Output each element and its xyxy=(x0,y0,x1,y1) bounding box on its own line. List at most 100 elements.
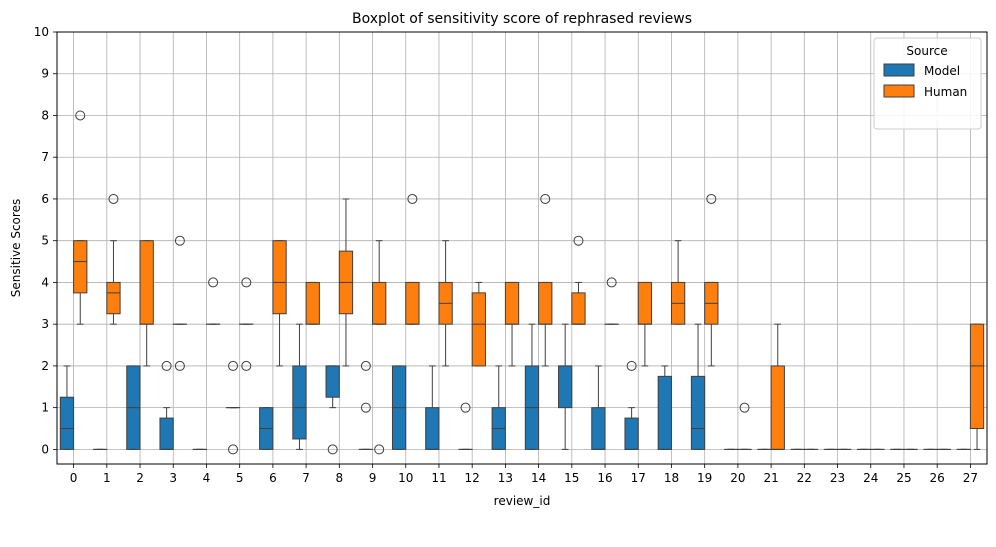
box-body xyxy=(504,281,520,325)
outlier-point xyxy=(208,277,219,288)
box-body xyxy=(471,292,486,367)
box-model-0 xyxy=(59,365,75,450)
box-body xyxy=(305,281,320,325)
box-body xyxy=(538,281,553,325)
box-human-27 xyxy=(969,323,985,450)
box-human-11 xyxy=(438,240,453,367)
x-tick-label: 10 xyxy=(398,471,413,485)
box-human-21 xyxy=(770,323,785,450)
outlier-point xyxy=(75,110,86,121)
y-tick-label: 3 xyxy=(41,317,49,331)
x-tick-label: 7 xyxy=(302,471,310,485)
x-tick-label: 17 xyxy=(631,471,646,485)
y-tick-label: 6 xyxy=(41,192,49,206)
box-body xyxy=(690,375,706,450)
y-tick-label: 10 xyxy=(34,25,49,39)
box-human-12 xyxy=(471,281,486,367)
y-tick-label: 8 xyxy=(41,108,49,122)
box-model-12 xyxy=(458,402,473,450)
legend-label-human: Human xyxy=(924,85,967,99)
x-tick-label: 1 xyxy=(103,471,111,485)
outlier-point xyxy=(374,444,385,455)
box-body xyxy=(637,281,653,325)
x-axis-label: review_id xyxy=(494,494,551,508)
box-human-1 xyxy=(106,193,121,325)
box-human-17 xyxy=(637,281,653,367)
box-human-7 xyxy=(305,281,320,325)
x-tick-label: 25 xyxy=(896,471,911,485)
box-human-14 xyxy=(538,193,553,367)
box-body xyxy=(272,240,287,315)
box-body xyxy=(372,281,387,325)
box-model-19 xyxy=(690,323,706,450)
box-body xyxy=(292,365,307,440)
box-human-0 xyxy=(73,110,88,325)
box-model-11 xyxy=(425,365,440,450)
x-tick-label: 27 xyxy=(963,471,978,485)
box-model-9 xyxy=(358,360,374,450)
box-human-16 xyxy=(604,277,619,325)
y-tick-label: 1 xyxy=(41,401,49,415)
outlier-point xyxy=(739,402,750,413)
x-tick-label: 11 xyxy=(431,471,446,485)
box-model-5 xyxy=(225,360,241,455)
outlier-point xyxy=(228,444,239,455)
x-tick-label: 18 xyxy=(664,471,679,485)
box-model-17 xyxy=(624,360,639,450)
grid-lines xyxy=(57,31,987,464)
box-human-19 xyxy=(704,193,719,367)
chart-title: Boxplot of sensitivity score of rephrase… xyxy=(352,11,692,27)
box-body xyxy=(139,240,154,325)
x-tick-label: 2 xyxy=(136,471,144,485)
box-body xyxy=(969,323,985,430)
y-axis: 0 1 2 3 4 5 6 7 8 9 10 xyxy=(34,25,57,456)
box-model-14 xyxy=(524,323,540,450)
x-tick-label: 23 xyxy=(830,471,845,485)
x-tick-label: 26 xyxy=(930,471,945,485)
box-model-3 xyxy=(159,360,174,450)
x-tick-label: 4 xyxy=(203,471,211,485)
outlier-point xyxy=(174,360,185,371)
x-tick-label: 3 xyxy=(169,471,177,485)
x-tick-label: 22 xyxy=(797,471,812,485)
outlier-point xyxy=(360,402,371,413)
outlier-point xyxy=(327,444,338,455)
box-body xyxy=(405,281,420,325)
outlier-point xyxy=(360,360,371,371)
box-body xyxy=(770,365,785,450)
box-body xyxy=(159,417,174,450)
legend-swatch-model xyxy=(883,63,915,77)
box-body xyxy=(657,375,672,450)
x-tick-label: 14 xyxy=(531,471,546,485)
outlier-point xyxy=(706,193,717,204)
x-tick-label: 6 xyxy=(269,471,277,485)
outlier-point xyxy=(241,277,252,288)
box-body xyxy=(558,365,573,409)
y-axis-label: Sensitive Scores xyxy=(9,199,23,297)
box-human-13 xyxy=(504,281,520,367)
x-tick-label: 5 xyxy=(236,471,244,485)
outlier-point xyxy=(161,360,172,371)
outlier-point xyxy=(407,193,418,204)
box-human-18 xyxy=(670,240,686,325)
box-human-8 xyxy=(338,198,354,367)
y-tick-label: 2 xyxy=(41,359,49,373)
outlier-point xyxy=(174,235,185,246)
box-body xyxy=(325,365,340,398)
y-tick-label: 4 xyxy=(41,275,49,289)
outlier-point xyxy=(626,360,637,371)
box-body xyxy=(106,281,121,315)
box-human-10 xyxy=(405,193,420,325)
x-axis: 0 1 2 3 4 5 6 7 8 9 10 11 12 13 14 15 16 17 18 19 20 21 22 23 24… xyxy=(70,464,978,485)
box-model-13 xyxy=(491,365,506,450)
box-model-7 xyxy=(292,323,307,450)
outlier-point xyxy=(228,360,239,371)
box-model-18 xyxy=(657,365,672,450)
x-tick-label: 12 xyxy=(465,471,480,485)
x-tick-label: 9 xyxy=(369,471,377,485)
y-tick-label: 7 xyxy=(41,150,49,164)
y-tick-label: 5 xyxy=(41,234,49,248)
box-human-2 xyxy=(139,240,154,367)
legend-label-model: Model xyxy=(924,64,960,78)
